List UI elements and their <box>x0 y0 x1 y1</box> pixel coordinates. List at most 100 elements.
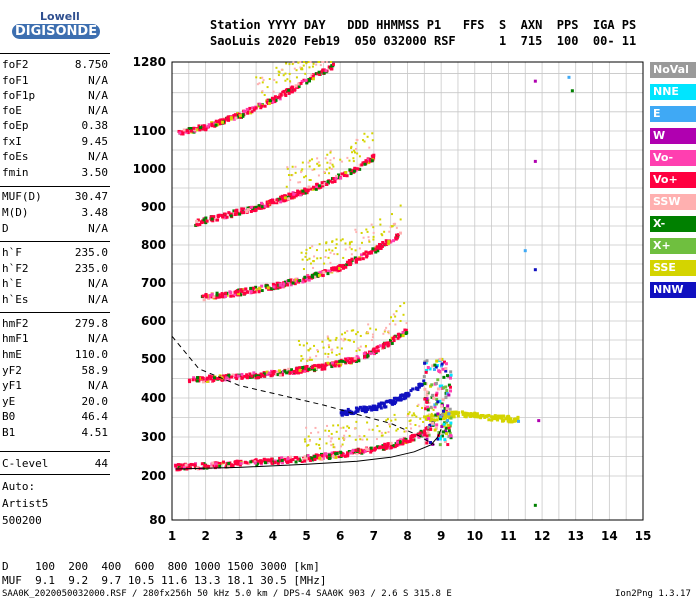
echo-point <box>302 64 305 67</box>
echo-point <box>290 371 294 375</box>
echo-point <box>189 462 193 466</box>
param-fof1p: foF1p N/A <box>2 89 108 104</box>
echo-point <box>323 269 327 273</box>
echo-point <box>330 61 333 63</box>
echo-point <box>430 414 434 418</box>
x-tick-label: 6 <box>336 529 344 543</box>
echo-point <box>299 193 303 197</box>
echo-point <box>322 270 326 274</box>
separator-line <box>0 451 110 452</box>
echo-point <box>265 202 269 206</box>
echo-point <box>399 218 402 221</box>
echo-point <box>344 248 347 251</box>
echo-point <box>278 456 282 460</box>
echo-point <box>230 375 234 379</box>
echo-point <box>318 243 321 246</box>
echo-point <box>252 286 256 290</box>
echo-point <box>334 455 338 459</box>
echo-point <box>359 438 362 441</box>
echo-point <box>399 333 403 337</box>
echo-point <box>348 357 352 361</box>
echo-point <box>423 429 427 433</box>
echo-point <box>287 367 291 371</box>
echo-point <box>303 459 307 463</box>
echo-point <box>317 273 321 277</box>
legend-item-nne: NNE <box>650 84 696 100</box>
echo-point <box>372 238 375 241</box>
echo-point <box>259 206 263 210</box>
echo-point <box>216 214 220 218</box>
echo-point <box>369 327 372 330</box>
echo-point <box>294 460 298 464</box>
echo-point <box>307 278 311 282</box>
echo-point <box>245 373 249 377</box>
echo-point <box>274 286 278 290</box>
y-tick-label: 1280 <box>133 55 166 69</box>
param-value: N/A <box>88 89 108 102</box>
echo-point <box>278 373 282 377</box>
echo-point <box>406 393 410 397</box>
legend-item-nnw: NNW <box>650 282 696 298</box>
echo-point <box>360 231 363 234</box>
echo-point <box>253 290 257 294</box>
echo-point <box>309 61 312 63</box>
echo-point <box>329 150 332 153</box>
echo-point <box>329 339 332 342</box>
echo-point <box>208 374 212 378</box>
echo-point <box>214 123 218 127</box>
echo-point <box>239 288 243 292</box>
echo-point <box>238 212 242 216</box>
echo-point <box>388 425 391 428</box>
logo-digisonde: DIGISONDE <box>12 24 101 39</box>
echo-point <box>354 249 357 252</box>
echo-point <box>444 367 448 371</box>
echo-point <box>394 400 398 404</box>
echo-point <box>225 215 229 219</box>
echo-point <box>264 461 268 465</box>
echo-point <box>233 290 237 294</box>
echo-point <box>260 284 264 288</box>
echo-point <box>232 294 236 298</box>
echo-point <box>240 289 244 293</box>
echo-point <box>343 409 347 413</box>
echo-point <box>265 100 269 104</box>
muf-distance-row: D 100 200 400 600 800 1000 1500 3000 [km… <box>2 560 320 573</box>
echo-point <box>235 459 239 463</box>
param-name: C-level <box>2 457 49 470</box>
echo-point <box>399 398 403 402</box>
echo-point <box>364 160 368 164</box>
param-value: N/A <box>88 74 108 87</box>
echo-point <box>345 260 349 264</box>
param-fof1: foF1 N/A <box>2 74 108 89</box>
echo-point <box>187 463 191 467</box>
echo-point <box>193 129 197 133</box>
echo-point <box>319 257 322 260</box>
echo-point <box>429 417 433 421</box>
echo-point <box>334 452 338 456</box>
echo-point <box>307 349 310 352</box>
echo-point <box>358 405 362 409</box>
echo-point <box>428 401 431 404</box>
echo-point <box>442 424 446 428</box>
echo-point <box>399 231 403 235</box>
echo-point <box>279 370 283 374</box>
echo-point <box>375 328 378 331</box>
echo-point <box>394 315 397 318</box>
separator-line <box>0 186 110 187</box>
echo-point <box>387 400 391 404</box>
echo-point <box>301 365 305 369</box>
echo-point <box>359 253 363 257</box>
echo-point <box>223 294 227 298</box>
echo-point <box>421 431 425 435</box>
echo-point <box>388 423 391 426</box>
echo-point <box>330 361 334 365</box>
echo-point <box>364 447 368 451</box>
echo-point <box>277 95 281 99</box>
echo-point <box>428 423 432 427</box>
echo-point <box>203 464 207 468</box>
echo-point <box>187 127 191 131</box>
echo-point <box>254 374 258 378</box>
echo-point <box>442 422 446 426</box>
echo-point <box>278 71 281 74</box>
echo-point <box>449 416 453 420</box>
